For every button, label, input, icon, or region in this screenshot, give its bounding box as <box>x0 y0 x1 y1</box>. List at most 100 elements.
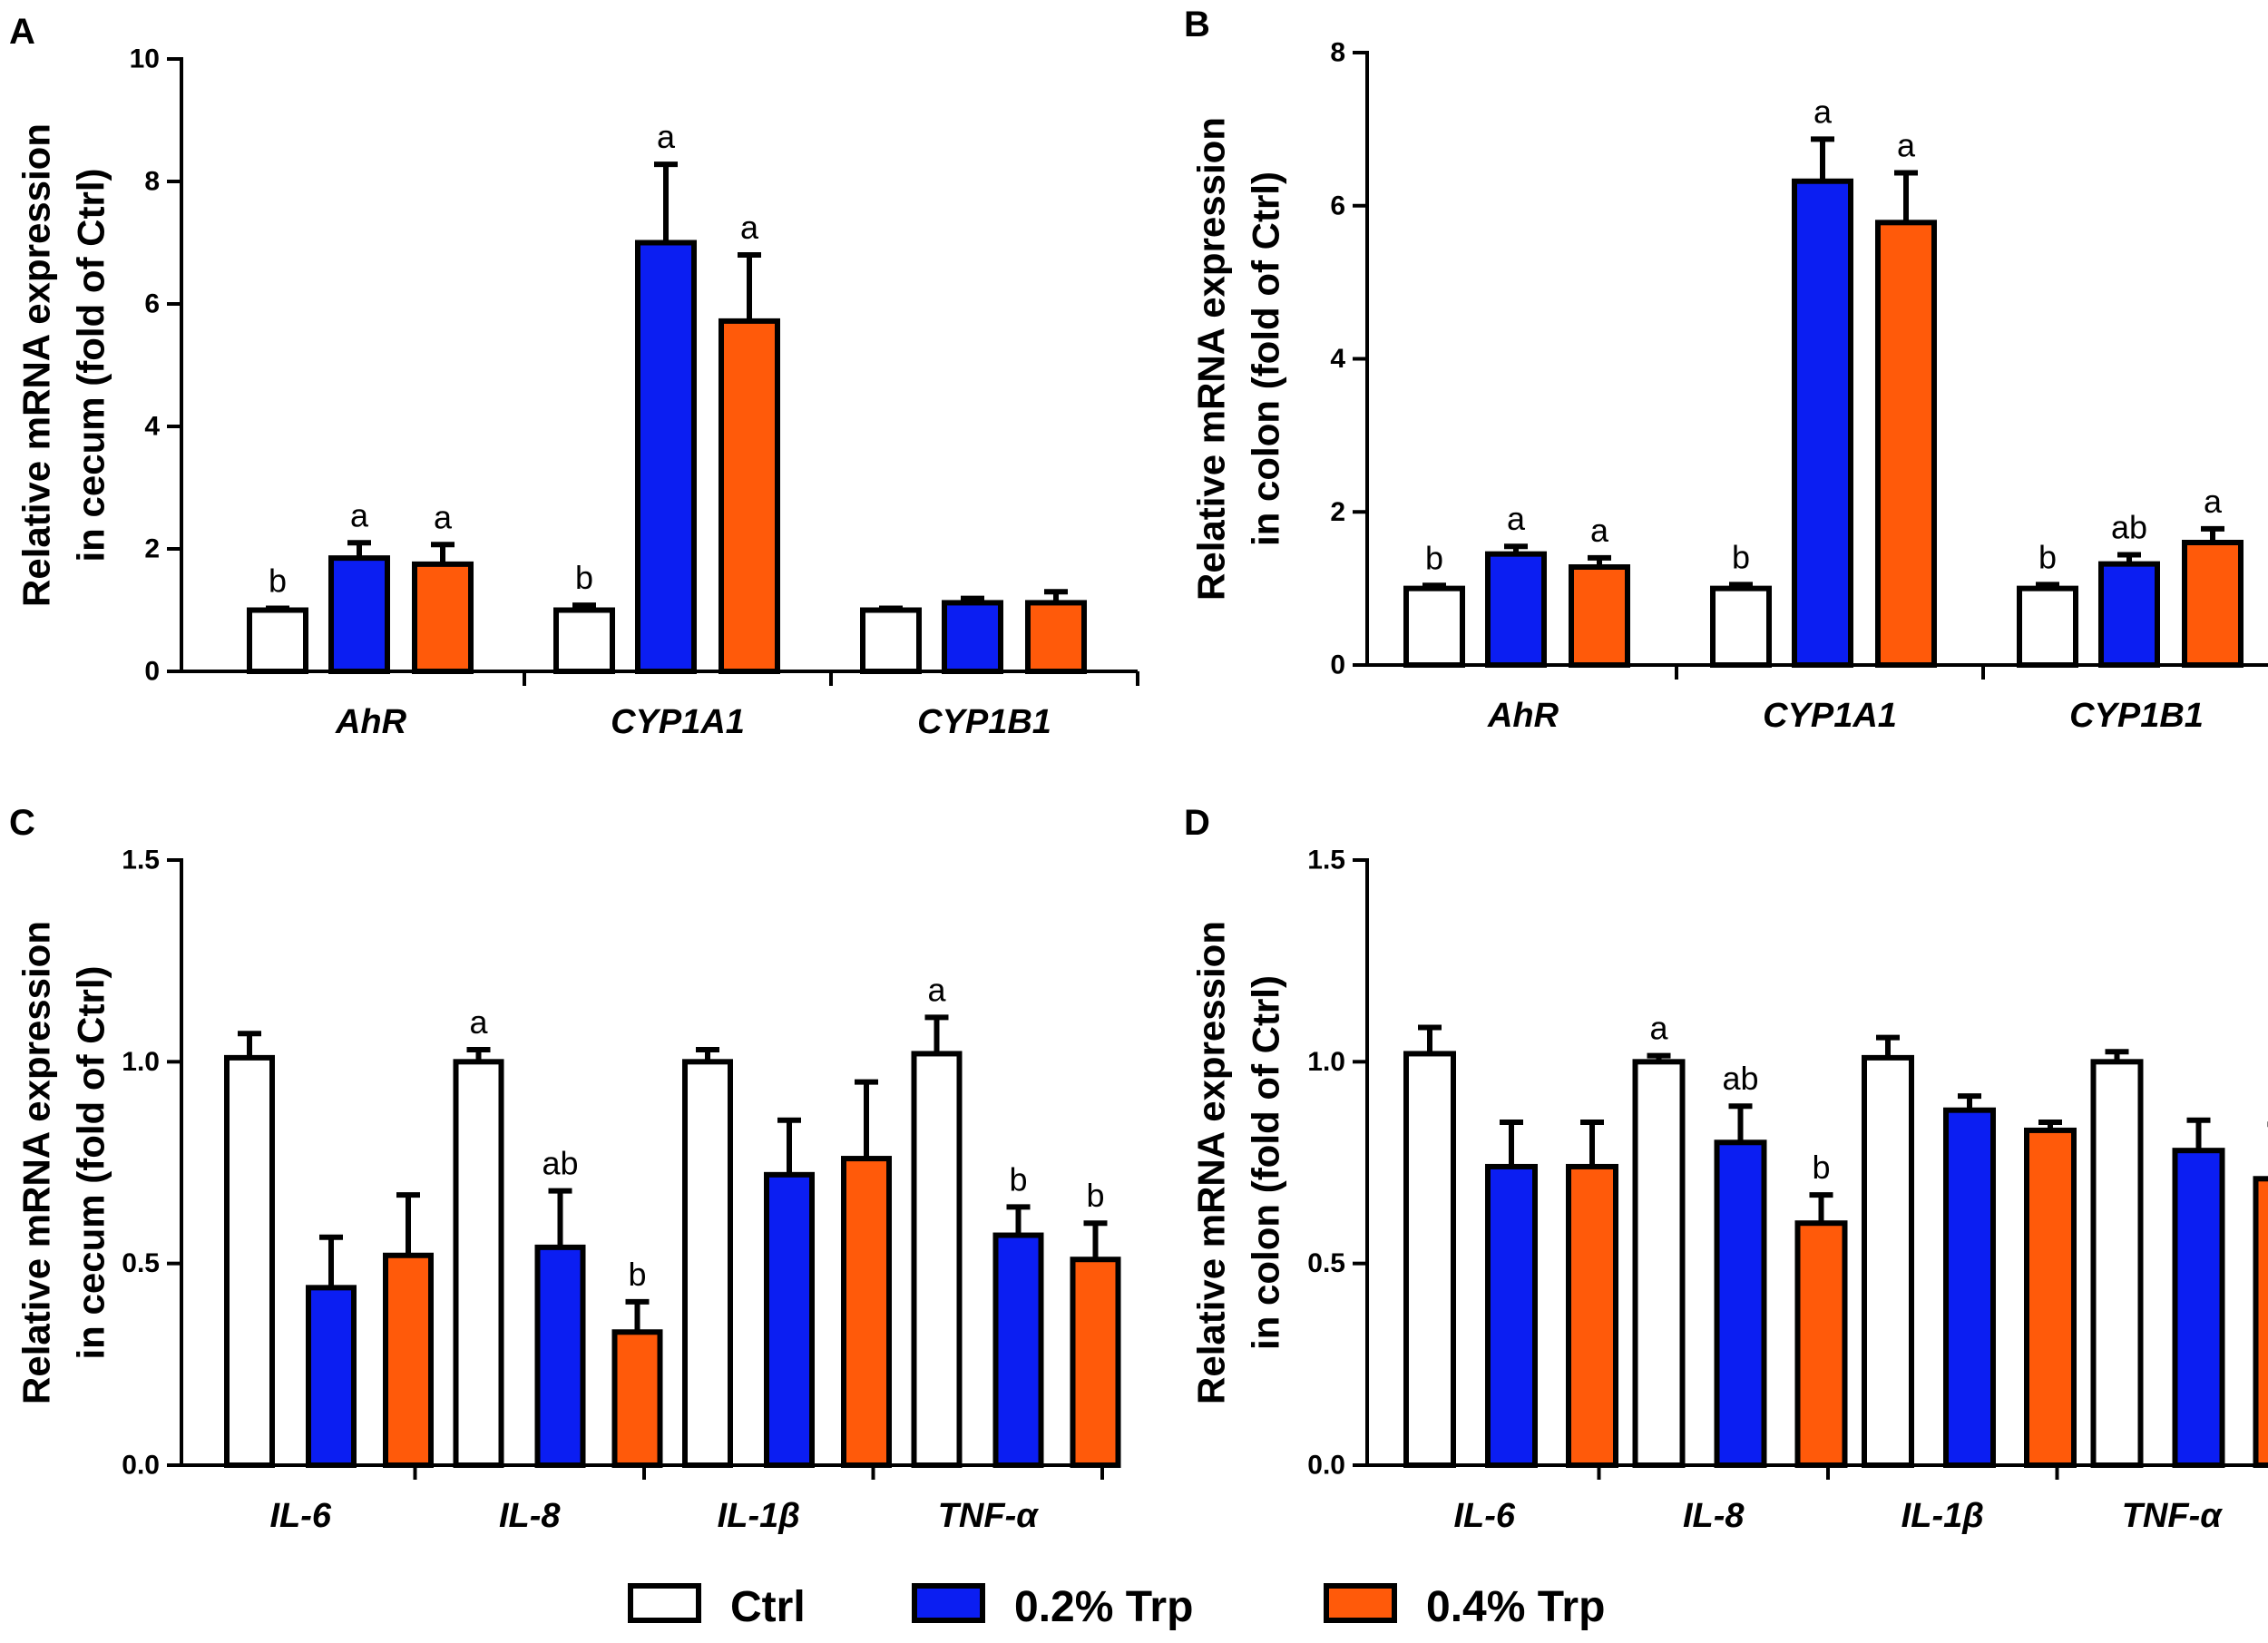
y-tick-label: 8 <box>1330 38 1345 68</box>
bar-cyp1a1-ctrl <box>1710 585 1772 668</box>
x-category-label-il-6: IL-6 <box>269 1497 331 1535</box>
sig-label-ahr-0-2-trp: a <box>350 496 369 533</box>
bar-il-1beta-0-4-trp <box>841 1156 892 1468</box>
bar-tnf-alpha-0-4-trp <box>1070 1257 1121 1468</box>
bar-il-6-0-4-trp <box>1566 1163 1618 1468</box>
y-tick-label: 1.0 <box>1307 1047 1345 1077</box>
x-category-label-il-1beta: IL-1β <box>1901 1497 1984 1535</box>
bar-il-8-ctrl <box>453 1059 504 1469</box>
bar-il-1beta-0-2-trp <box>1943 1107 1996 1469</box>
y-axis-label-line-2: in colon (fold of Ctrl) <box>1245 171 1287 546</box>
y-tick-label: 1.5 <box>122 846 160 875</box>
legend: Ctrl 0.2% Trp 0.4% Trp <box>628 1583 1605 1631</box>
y-axis-label-line-1: Relative mRNA expression <box>1190 921 1233 1404</box>
y-tick-label: 2 <box>144 534 160 564</box>
y-tick-label: 8 <box>144 167 160 197</box>
bar-tnf-alpha-0-4-trp <box>2253 1176 2268 1468</box>
sig-label-il-8-ctrl: a <box>1649 1010 1668 1047</box>
sig-label-il-8-0-4-trp: b <box>1812 1149 1830 1186</box>
bar-il-6-ctrl <box>1403 1051 1456 1468</box>
x-category-label-cyp1a1: CYP1A1 <box>611 703 745 741</box>
bar-il-8-0-4-trp <box>611 1329 663 1469</box>
x-category-label-tnf-alpha: TNF-α <box>938 1497 1040 1535</box>
sig-label-tnf-alpha-0-2-trp: b <box>1009 1160 1027 1198</box>
legend-swatch-0-2-trp <box>912 1583 985 1623</box>
bar-cyp1b1-0-2-trp <box>2098 561 2160 668</box>
sig-label-ahr-ctrl: b <box>269 562 287 599</box>
bar-ahr-ctrl <box>1403 585 1465 668</box>
sig-label-tnf-alpha-ctrl: a <box>927 971 946 1008</box>
sig-label-il-8-0-4-trp: b <box>628 1256 646 1293</box>
y-tick-label: 1.5 <box>1307 846 1345 875</box>
bar-cyp1b1-0-2-trp <box>942 600 1003 675</box>
bar-il-6-ctrl <box>224 1054 275 1469</box>
sig-label-ahr-0-4-trp: a <box>1590 512 1609 549</box>
y-tick-label: 1.0 <box>122 1047 160 1077</box>
sig-label-cyp1a1-0-4-trp: a <box>740 209 759 246</box>
x-category-label-il-6: IL-6 <box>1453 1497 1515 1535</box>
y-tick-label: 0.0 <box>122 1451 160 1481</box>
y-tick-label: 6 <box>144 289 160 319</box>
y-tick-label: 0 <box>1330 650 1345 680</box>
y-axis-label-line-1: Relative mRNA expression <box>15 921 58 1404</box>
bar-cyp1b1-0-4-trp <box>1025 600 1087 675</box>
bar-il-6-0-4-trp <box>383 1252 434 1468</box>
y-axis-label-line-2: in cecum (fold of Ctrl) <box>70 169 112 562</box>
bar-il-8-0-2-trp <box>1714 1139 1767 1469</box>
sig-label-il-8-0-2-trp: ab <box>1722 1060 1758 1097</box>
y-tick-label: 0.0 <box>1307 1451 1345 1481</box>
y-axis-label-line-2: in colon (fold of Ctrl) <box>1245 975 1287 1350</box>
bar-il-1beta-ctrl <box>1862 1054 1914 1469</box>
panel-letter: C <box>9 803 35 843</box>
bar-il-1beta-ctrl <box>682 1059 733 1469</box>
panel-d: D Relative mRNA expression in colon (fold … <box>1184 803 2268 1535</box>
legend-swatch-ctrl <box>628 1583 701 1623</box>
bar-il-8-ctrl <box>1632 1059 1686 1469</box>
y-tick-label: 2 <box>1330 497 1345 527</box>
sig-label-ahr-0-4-trp: a <box>434 498 453 535</box>
legend-label-ctrl: Ctrl <box>730 1583 806 1631</box>
y-tick-label: 10 <box>130 44 160 74</box>
legend-label-0-4-trp: 0.4% Trp <box>1426 1583 1605 1631</box>
bar-cyp1a1-ctrl <box>553 607 615 674</box>
bar-ahr-0-2-trp <box>1485 551 1547 668</box>
x-category-label-cyp1a1: CYP1A1 <box>1763 697 1897 735</box>
sig-label-cyp1a1-0-4-trp: a <box>1897 126 1916 163</box>
bar-il-6-0-2-trp <box>1485 1163 1538 1468</box>
y-tick-label: 6 <box>1330 191 1345 220</box>
bar-cyp1b1-0-4-trp <box>2182 540 2244 668</box>
y-tick-label: 4 <box>1330 344 1345 374</box>
legend-swatch-0-4-trp <box>1324 1583 1397 1623</box>
bar-tnf-alpha-ctrl <box>911 1051 963 1468</box>
panel-c: C Relative mRNA expression in cecum (fold … <box>9 803 1121 1535</box>
bar-cyp1a1-0-2-trp <box>635 240 697 674</box>
panel-b: B Relative mRNA expression in colon (fold … <box>1184 5 2268 735</box>
y-tick-label: 0.5 <box>122 1248 160 1278</box>
bar-il-1beta-0-2-trp <box>764 1171 815 1468</box>
bar-tnf-alpha-0-2-trp <box>2172 1148 2225 1469</box>
sig-label-cyp1a1-ctrl: b <box>575 559 593 596</box>
y-tick-label: 4 <box>144 412 160 442</box>
panel-letter: B <box>1184 5 1210 44</box>
sig-label-tnf-alpha-0-4-trp: b <box>1086 1177 1104 1214</box>
bar-il-8-0-2-trp <box>534 1244 586 1468</box>
sig-label-il-8-ctrl: a <box>469 1003 488 1041</box>
bar-cyp1b1-ctrl <box>2017 585 2078 668</box>
sig-label-cyp1b1-0-4-trp: a <box>2204 483 2223 520</box>
x-category-label-ahr: AhR <box>1487 697 1559 735</box>
sig-label-il-8-0-2-trp: ab <box>542 1145 578 1182</box>
y-axis-label-line-1: Relative mRNA expression <box>1190 117 1233 601</box>
sig-label-ahr-0-2-trp: a <box>1507 500 1526 537</box>
x-category-label-il-8: IL-8 <box>1683 1497 1745 1535</box>
bar-il-1beta-0-4-trp <box>2024 1127 2077 1468</box>
bar-ahr-0-2-trp <box>328 555 390 674</box>
bar-cyp1a1-0-2-trp <box>1792 178 1853 668</box>
bar-cyp1a1-0-4-trp <box>719 318 780 674</box>
x-category-label-cyp1b1: CYP1B1 <box>917 703 1051 741</box>
x-category-label-ahr: AhR <box>335 703 407 741</box>
sig-label-cyp1b1-0-2-trp: ab <box>2111 509 2147 546</box>
bar-il-6-0-2-trp <box>306 1285 357 1469</box>
bar-tnf-alpha-ctrl <box>2090 1059 2144 1469</box>
y-axis-label-line-1: Relative mRNA expression <box>15 123 58 607</box>
